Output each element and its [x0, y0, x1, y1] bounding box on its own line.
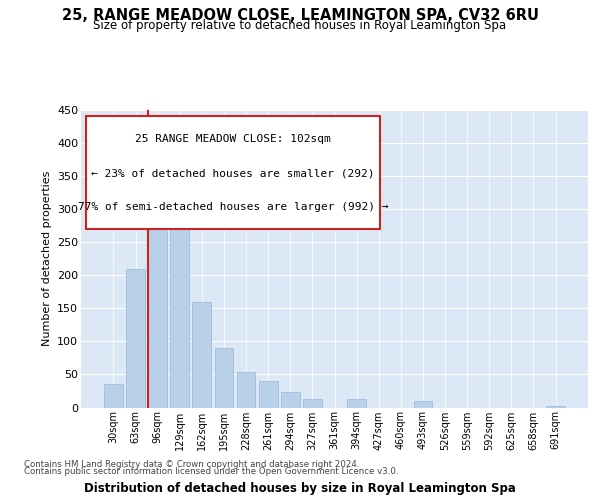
Bar	[148, 160, 167, 408]
Bar	[347, 399, 366, 407]
Y-axis label: Number of detached properties: Number of detached properties	[41, 171, 52, 346]
Text: 25 RANGE MEADOW CLOSE: 102sqm: 25 RANGE MEADOW CLOSE: 102sqm	[135, 134, 331, 144]
Bar	[170, 226, 189, 408]
Text: Contains public sector information licensed under the Open Government Licence v3: Contains public sector information licen…	[24, 467, 398, 476]
Bar	[281, 392, 299, 407]
Bar	[104, 384, 123, 407]
Bar	[259, 381, 278, 407]
Text: Size of property relative to detached houses in Royal Leamington Spa: Size of property relative to detached ho…	[94, 18, 506, 32]
Text: ← 23% of detached houses are smaller (292): ← 23% of detached houses are smaller (29…	[91, 168, 375, 178]
Bar	[193, 302, 211, 408]
Bar	[215, 348, 233, 408]
FancyBboxPatch shape	[86, 116, 380, 229]
Text: Distribution of detached houses by size in Royal Leamington Spa: Distribution of detached houses by size …	[84, 482, 516, 495]
Bar	[546, 406, 565, 407]
Bar	[126, 268, 145, 407]
Text: 25, RANGE MEADOW CLOSE, LEAMINGTON SPA, CV32 6RU: 25, RANGE MEADOW CLOSE, LEAMINGTON SPA, …	[62, 8, 539, 22]
Bar	[236, 372, 256, 408]
Text: Contains HM Land Registry data © Crown copyright and database right 2024.: Contains HM Land Registry data © Crown c…	[24, 460, 359, 469]
Bar	[413, 401, 433, 407]
Bar	[303, 399, 322, 407]
Text: 77% of semi-detached houses are larger (992) →: 77% of semi-detached houses are larger (…	[78, 202, 388, 212]
